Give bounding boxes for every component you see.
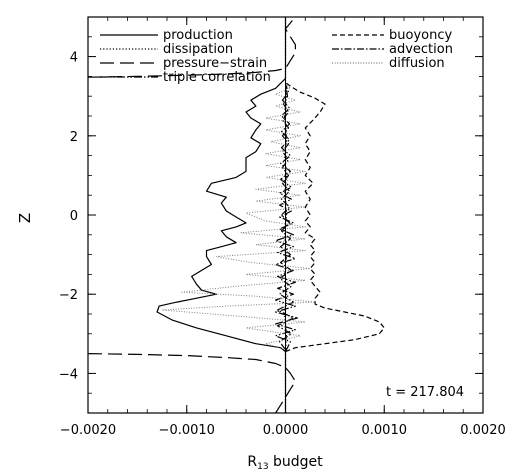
series-line-pressure-strain bbox=[87, 16, 296, 78]
y-tick-label: 0 bbox=[70, 209, 78, 224]
legend-label: production bbox=[163, 28, 233, 43]
legend-label: buoyoncy bbox=[389, 28, 452, 43]
series-line-buoyoncy bbox=[285, 81, 385, 353]
ticks-layer: −0.0020 −0.0010 0.0000 0.0010 0.0020 −4 −2 0 2 4 bbox=[59, 16, 506, 438]
x-axis-label: R13 budget bbox=[247, 454, 323, 472]
x-tick-label: 0.0020 bbox=[460, 423, 506, 438]
x-tick-label: −0.0020 bbox=[60, 423, 116, 438]
legend-label: advection bbox=[389, 42, 453, 57]
x-axis-label-rest: budget bbox=[269, 454, 324, 470]
x-tick-label: −0.0010 bbox=[159, 423, 215, 438]
y-tick-label: 4 bbox=[70, 51, 78, 66]
y-axis-label: Z bbox=[16, 213, 34, 223]
legend-label: diffusion bbox=[389, 56, 445, 71]
x-tick-label: 0.0010 bbox=[362, 423, 408, 438]
legend-label: pressure−strain bbox=[163, 56, 267, 71]
annotation: t = 217.804 bbox=[386, 385, 464, 400]
legend-label: dissipation bbox=[163, 42, 233, 57]
series-line-production bbox=[156, 17, 287, 413]
x-axis-label-sub: 13 bbox=[257, 462, 268, 472]
series-line-triple-correlation bbox=[275, 84, 298, 352]
series-line-diffusion bbox=[161, 83, 316, 351]
series-line-pressure-strain-lower bbox=[87, 353, 296, 414]
legend-layer: productiondissipationpressure−straintrip… bbox=[100, 28, 453, 85]
y-tick-label: −4 bbox=[59, 367, 78, 382]
x-axis-label-main: R bbox=[247, 454, 257, 470]
y-tick-label: −2 bbox=[59, 288, 78, 303]
y-tick-label: 2 bbox=[70, 130, 78, 145]
x-tick-label: 0.0000 bbox=[263, 423, 309, 438]
legend-label: triple correlation bbox=[163, 70, 271, 85]
